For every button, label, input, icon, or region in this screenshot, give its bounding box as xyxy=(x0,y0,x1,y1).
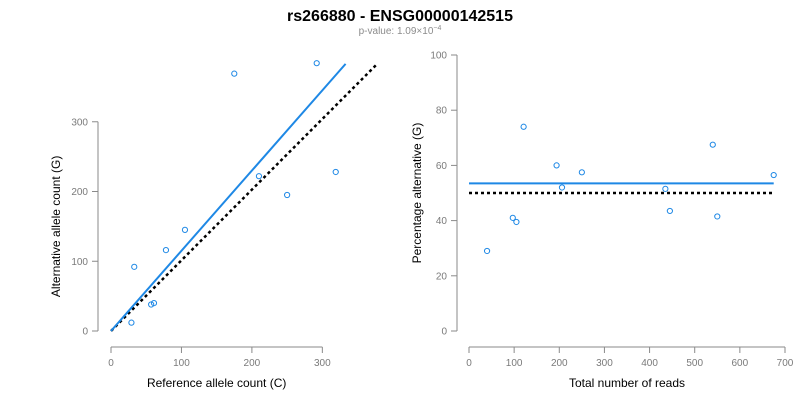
x-tick-label: 100 xyxy=(173,358,190,369)
data-point xyxy=(181,226,189,233)
x-tick-label: 0 xyxy=(108,358,114,369)
data-point xyxy=(332,168,339,176)
y-tick-label: 300 xyxy=(71,117,88,128)
reference-line xyxy=(110,62,379,332)
y-tick-label: 40 xyxy=(436,216,448,227)
fit-line xyxy=(110,63,347,332)
chart-title: rs266880 - ENSG00000142515 xyxy=(287,8,513,25)
data-point xyxy=(284,191,291,199)
x-tick-label: 200 xyxy=(244,358,261,369)
p-value-text: p-value: 1.09×10 xyxy=(359,26,434,37)
data-point xyxy=(553,162,560,169)
data-point xyxy=(513,218,520,226)
data-point xyxy=(770,171,777,179)
x-axis-label: Total number of reads xyxy=(569,376,685,390)
x-tick-label: 300 xyxy=(596,358,613,369)
data-point xyxy=(509,214,516,221)
data-point xyxy=(662,185,669,192)
data-point xyxy=(255,173,263,180)
x-tick-label: 400 xyxy=(641,358,658,369)
y-tick-label: 100 xyxy=(430,51,447,62)
data-point xyxy=(162,246,170,254)
data-point xyxy=(578,169,585,176)
data-point xyxy=(150,300,158,307)
data-point xyxy=(313,60,320,67)
x-tick-label: 500 xyxy=(686,358,703,369)
x-tick-label: 0 xyxy=(466,358,472,369)
y-axis-label: Percentage alternative (G) xyxy=(410,123,424,264)
data-point xyxy=(128,319,135,326)
chart-subtitle: p-value: 1.09×10−4 xyxy=(359,25,442,37)
y-tick-label: 200 xyxy=(71,187,88,198)
y-tick-label: 0 xyxy=(82,327,88,338)
data-point xyxy=(558,184,566,191)
y-tick-label: 60 xyxy=(436,161,448,172)
x-tick-label: 700 xyxy=(777,358,794,369)
y-tick-label: 80 xyxy=(436,106,448,117)
x-tick-label: 200 xyxy=(551,358,568,369)
data-point xyxy=(231,70,238,77)
x-tick-label: 300 xyxy=(314,358,331,369)
x-tick-label: 100 xyxy=(506,358,523,369)
y-tick-label: 100 xyxy=(71,257,88,268)
data-point xyxy=(483,247,491,255)
data-point xyxy=(520,123,527,130)
data-point xyxy=(666,207,673,215)
y-tick-label: 0 xyxy=(441,327,447,338)
y-axis-label: Alternative allele count (G) xyxy=(49,156,63,297)
p-value-exponent: −4 xyxy=(433,25,441,32)
percentage-panel: 0 100 200 300 400 500 600 700 0 20 40 60 80 100 Total … xyxy=(410,51,794,391)
data-point xyxy=(714,213,721,220)
x-tick-label: 600 xyxy=(732,358,749,369)
data-point xyxy=(131,263,138,270)
data-point xyxy=(709,141,716,148)
y-tick-label: 20 xyxy=(436,271,448,282)
allele-count-panel: 0 100 200 300 0 100 200 300 Reference allele cou… xyxy=(49,60,379,390)
x-axis-label: Reference allele count (C) xyxy=(147,376,286,390)
